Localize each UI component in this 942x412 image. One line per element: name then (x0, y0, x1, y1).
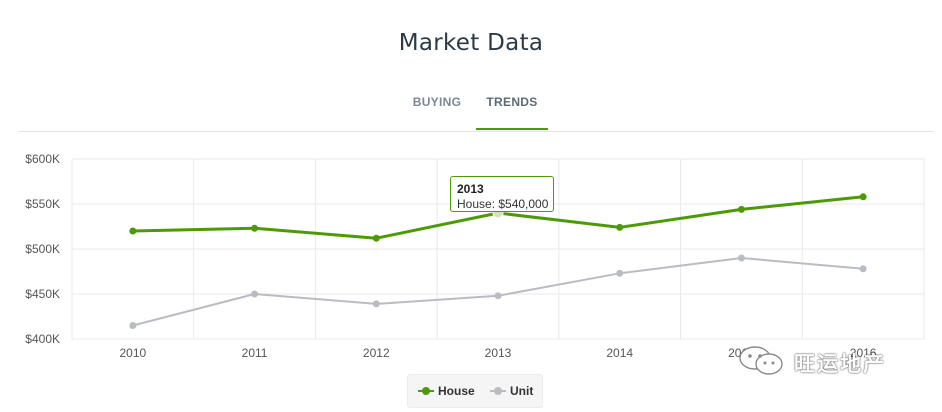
data-point-unit (129, 322, 137, 329)
y-tick-label: $400K (25, 332, 60, 346)
trend-line-chart: $400K $450K $500K $550K $600K 2010 2011 2012 201… (25, 152, 925, 360)
data-point-house (859, 193, 867, 201)
data-point-unit (859, 265, 867, 273)
data-point-house (737, 205, 745, 213)
tab-buying[interactable]: BUYING (412, 95, 462, 109)
tab-trends[interactable]: TRENDS (476, 86, 548, 130)
watermark-text: 旺运地产 (794, 353, 886, 376)
data-point-unit (616, 269, 624, 277)
tooltip-value: House: $540,000 (457, 197, 549, 211)
y-tick-label: $450K (25, 287, 60, 301)
watermark: 旺运地产 (736, 344, 936, 378)
data-point-house (251, 224, 259, 232)
page-title: Market Data (398, 30, 544, 56)
data-point-unit (737, 254, 745, 262)
x-tick-label: 2012 (363, 346, 390, 360)
x-tick-label: 2016 (850, 346, 877, 360)
y-tick-label: $600K (25, 152, 60, 166)
data-point-unit (251, 290, 259, 298)
legend-label-house: House (438, 384, 475, 398)
data-point-house (372, 234, 380, 242)
x-tick-label: 2014 (606, 346, 633, 360)
chart-tooltip: 2013 House: $540,000 (450, 176, 554, 212)
series-line-unit (132, 257, 864, 327)
x-tick-label: 2010 (120, 346, 147, 360)
chart-legend: House Unit (407, 374, 543, 408)
data-point-house (129, 227, 137, 235)
data-point-unit (494, 292, 502, 300)
wechat-icon (739, 346, 783, 375)
x-tick-label: 2013 (485, 346, 512, 360)
legend-item-house[interactable]: House (418, 375, 480, 407)
legend-label-unit: Unit (510, 384, 534, 398)
tab-divider (18, 131, 934, 132)
tooltip-title: 2013 (457, 182, 484, 196)
y-tick-label: $550K (25, 197, 60, 211)
legend-marker-unit (494, 387, 502, 395)
data-point-unit (372, 300, 380, 308)
tab-bar: BUYING TRENDS (0, 86, 942, 132)
legend-marker-house (422, 387, 430, 395)
y-tick-label: $500K (25, 242, 60, 256)
data-point-house (616, 223, 624, 231)
legend-item-unit[interactable]: Unit (490, 375, 536, 407)
x-tick-label: 2011 (242, 346, 268, 360)
